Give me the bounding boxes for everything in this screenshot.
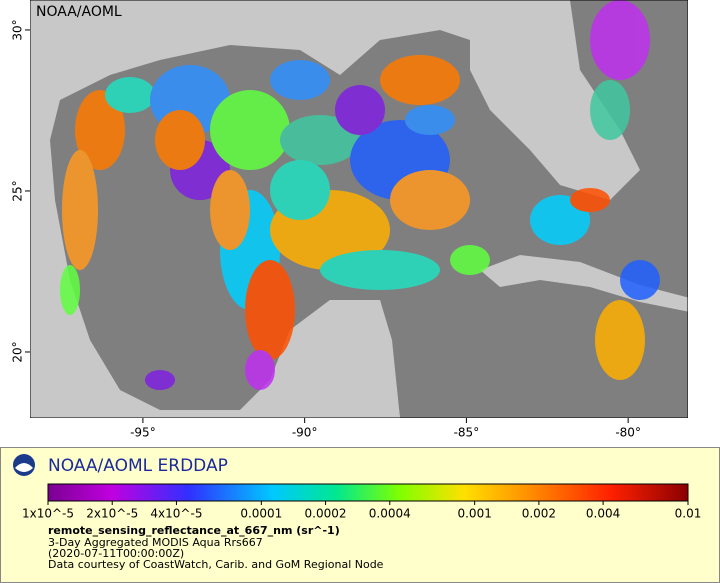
noaa-logo-bird — [15, 463, 33, 472]
data-patch — [155, 110, 205, 170]
data-patch — [60, 265, 80, 315]
data-patch — [280, 115, 360, 165]
watermark: NOAA/AOML — [36, 4, 122, 20]
legend-line: (2020-07-11T00:00:00Z) — [48, 547, 184, 560]
data-patch — [405, 105, 455, 135]
colorbar-tick-label: 0.0002 — [305, 507, 347, 521]
variable-name: remote_sensing_reflectance_at_667_nm (sr… — [48, 524, 340, 537]
x-tick-label: -95° — [130, 426, 156, 440]
colorbar-ticks: 1x10^-5 2x10^-5 4x10^-5 0.0001 0.0002 0.0004 0… — [22, 501, 701, 521]
y-tick-label: 20° — [11, 341, 25, 362]
colorbar-tick-label: 0.0004 — [369, 507, 411, 521]
data-patch — [270, 160, 330, 220]
colorbar — [47, 483, 689, 502]
colorbar-tick-label: 0.001 — [457, 507, 491, 521]
legend-title: NOAA/AOML ERDDAP — [48, 456, 228, 476]
colorbar-tick-label: 0.01 — [675, 507, 702, 521]
x-tick-label: -90° — [292, 426, 318, 440]
data-patch — [145, 370, 175, 390]
data-patch — [450, 245, 490, 275]
data-patch — [105, 77, 155, 113]
colorbar-tick-label: 0.004 — [586, 507, 620, 521]
colorbar-tick-label: 4x10^-5 — [150, 507, 202, 521]
axes: -95° -90° -85° -80° 20° 25° 30° — [11, 19, 641, 439]
data-patch — [380, 55, 460, 105]
colorbar-tick-label: 2x10^-5 — [86, 507, 138, 521]
data-patch — [245, 260, 295, 360]
data-patch — [270, 60, 330, 100]
data-patch — [620, 260, 660, 300]
data-patch — [570, 188, 610, 212]
y-tick-label: 25° — [11, 180, 25, 201]
data-patch — [590, 0, 650, 80]
legend-panel — [0, 447, 720, 583]
data-patch — [210, 170, 250, 250]
data-patch — [335, 85, 385, 135]
yucatan — [270, 300, 400, 418]
data-patch — [595, 300, 645, 380]
data-patch — [62, 150, 98, 270]
map: NOAA/AOML — [30, 0, 688, 418]
data-patch — [390, 170, 470, 230]
data-patch — [210, 90, 290, 170]
y-tick-label: 30° — [11, 19, 25, 40]
data-patch — [320, 250, 440, 290]
legend-line: Data courtesy of CoastWatch, Carib. and … — [48, 558, 384, 571]
colorbar-tick-label: 0.002 — [522, 507, 556, 521]
x-tick-label: -80° — [615, 426, 641, 440]
data-patch — [75, 90, 125, 170]
colorbar-tick-label: 0.0001 — [240, 507, 282, 521]
x-tick-label: -85° — [454, 426, 480, 440]
data-patch — [590, 80, 630, 140]
colorbar-tick-label: 1x10^-5 — [22, 507, 74, 521]
satellite-data — [60, 0, 660, 390]
data-patch — [245, 350, 275, 390]
legend-line: 3-Day Aggregated MODIS Aqua Rrs667 — [48, 536, 263, 549]
